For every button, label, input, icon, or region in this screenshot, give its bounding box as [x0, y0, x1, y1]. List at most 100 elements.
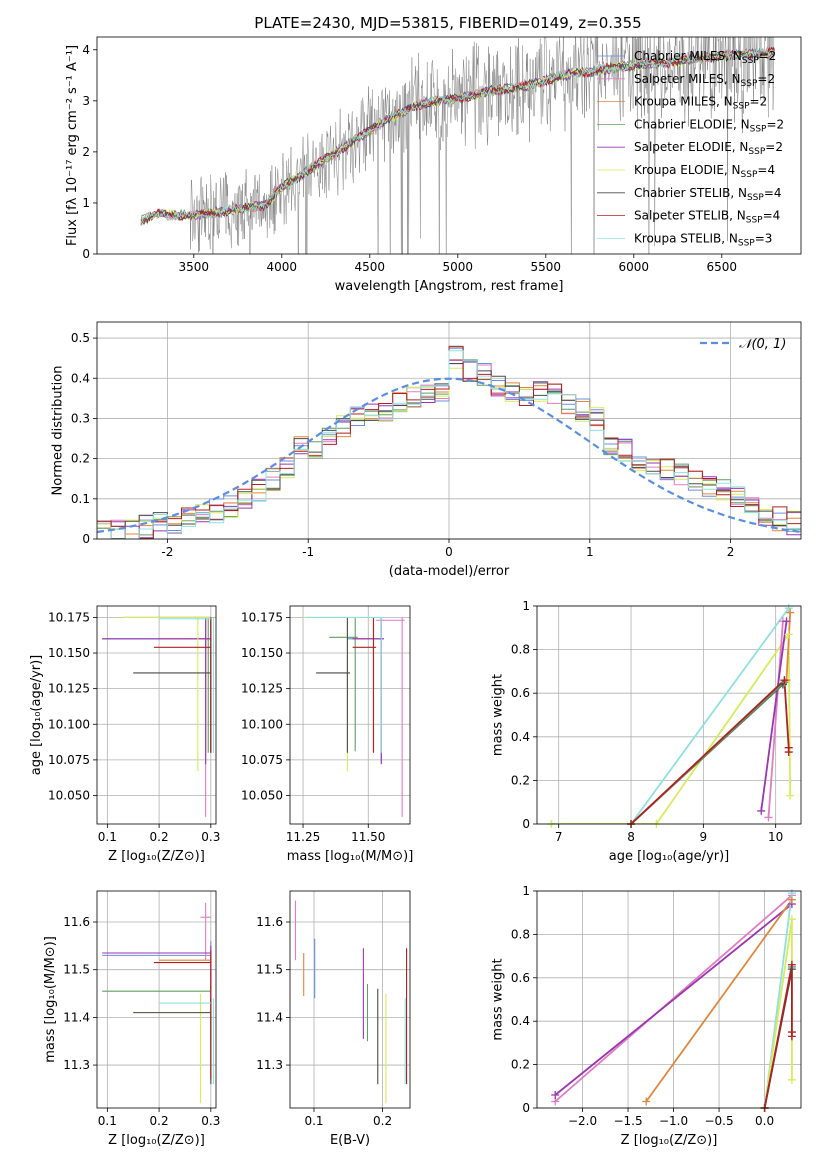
- weight-marker: [551, 1090, 560, 1099]
- y-tick-label: 0.2: [511, 773, 530, 787]
- mass-vs-ebv-panel: 0.1 0.2 11.3 11.4 11.5 11.6 E(B-V): [256, 890, 411, 1148]
- normal-curve: [97, 377, 801, 534]
- y-axis-label: mass weight: [490, 958, 505, 1040]
- legend-label: Kroupa ELODIE, NSSP=4: [634, 163, 775, 180]
- x-tick-label: −1.5: [613, 1114, 642, 1128]
- x-tick-label: 9: [700, 830, 708, 844]
- x-tick-label: 0.3: [201, 1114, 220, 1128]
- weight-marker: [782, 617, 791, 626]
- weight-line: [554, 903, 793, 1096]
- plot-area: [97, 345, 801, 539]
- legend-label: Salpeter STELIB, NSSP=4: [634, 209, 780, 226]
- plot-area: [102, 616, 214, 817]
- y-tick-label: 0.5: [71, 331, 90, 345]
- model-spectrum-kroupa-stelib: [140, 47, 775, 224]
- weight-marker: [784, 630, 793, 639]
- y-tick-label: 1: [522, 599, 530, 613]
- figure-title: PLATE=2430, MJD=53815, FIBERID=0149, z=0…: [254, 14, 641, 32]
- y-tick-label: 1: [82, 196, 90, 210]
- age-vs-metallicity-panel: 0.1 0.2 0.3 10.050 10.075 10.100 10.125 10.150 1…: [29, 605, 220, 864]
- y-tick-label: 11.6: [63, 915, 90, 929]
- legend-label: Chabrier STELIB, NSSP=4: [634, 186, 782, 203]
- weight-vs-metallicity-panel: −2.0 −1.5 −1.0 −0.5 0.0 0 0.2 0.4 0.6 0.8 1 Z [log₁…: [490, 884, 802, 1148]
- weight-marker: [757, 806, 766, 815]
- x-axis-label: mass [log₁₀(M/M⊙)]: [287, 849, 414, 864]
- y-tick-label: 10.050: [48, 789, 90, 803]
- weight-line: [551, 607, 790, 824]
- legend-label: Chabrier MILES, NSSP=2: [634, 49, 776, 66]
- y-tick-label: 0.8: [511, 643, 530, 657]
- weight-marker: [764, 813, 773, 822]
- weight-line: [760, 621, 788, 812]
- x-tick-label: 0.2: [150, 830, 169, 844]
- model-spectrum-salpeter-stelib: [140, 46, 775, 226]
- weight-line: [645, 899, 793, 1103]
- x-tick-label: 8: [627, 830, 635, 844]
- y-tick-label: 4: [82, 43, 90, 57]
- y-tick-label: 11.3: [256, 1058, 283, 1072]
- axes-frame: [96, 890, 217, 1109]
- legend-label: Chabrier ELODIE, NSSP=2: [634, 117, 784, 134]
- axes-frame: [96, 36, 802, 255]
- y-axis-label: mass weight: [490, 674, 505, 756]
- x-axis-label: (data-model)/error: [389, 564, 510, 579]
- x-tick-label: 0.2: [150, 1114, 169, 1128]
- plot-area: [140, 37, 775, 254]
- weight-marker: [786, 608, 795, 617]
- y-tick-label: 0.4: [511, 1014, 530, 1028]
- weight-line: [763, 964, 793, 1108]
- weight-marker: [642, 1097, 651, 1106]
- y-tick-label: 10.175: [241, 610, 283, 624]
- y-tick-label: 0: [522, 817, 530, 831]
- y-tick-label: 0.4: [511, 730, 530, 744]
- y-tick-label: 11.3: [63, 1058, 90, 1072]
- x-axis-label: wavelength [Angstrom, rest frame]: [335, 279, 564, 294]
- y-tick-label: 10.100: [241, 717, 283, 731]
- weight-line: [551, 631, 792, 824]
- y-tick-label: 0.8: [511, 927, 530, 941]
- plot-area: [303, 616, 405, 817]
- age-vs-mass-panel: 11.25 11.50 10.050 10.075 10.100 10.125 10.150…: [241, 605, 414, 864]
- x-tick-label: 0.1: [304, 1114, 323, 1128]
- weight-marker: [787, 1075, 796, 1084]
- x-tick-label: -1: [302, 545, 314, 559]
- y-tick-label: 10.050: [241, 789, 283, 803]
- y-axis-label: mass [log₁₀(M/M⊙)]: [43, 936, 58, 1063]
- x-tick-label: 2: [727, 545, 735, 559]
- weight-marker: [786, 791, 795, 800]
- x-tick-label: 11.25: [286, 830, 320, 844]
- x-tick-label: 7: [555, 830, 563, 844]
- weight-marker: [787, 1032, 796, 1041]
- x-tick-label: 3500: [179, 260, 210, 274]
- weight-marker: [784, 604, 793, 613]
- x-axis-label: E(B-V): [330, 1133, 370, 1148]
- y-tick-label: 11.5: [256, 963, 283, 977]
- y-tick-label: 11.4: [256, 1010, 283, 1024]
- y-tick-label: 2: [82, 145, 90, 159]
- x-axis-label: age [log₁₀(age/yr)]: [609, 849, 730, 864]
- y-tick-label: 10.075: [48, 753, 90, 767]
- y-tick-label: 10.150: [241, 646, 283, 660]
- y-tick-label: 11.5: [63, 963, 90, 977]
- axes-frame: [289, 605, 411, 825]
- x-tick-label: 0.1: [98, 830, 117, 844]
- data-spectrum: [140, 37, 775, 254]
- x-axis-label: Z [log₁₀(Z/Z⊙)]: [108, 1133, 205, 1148]
- axes-frame: [536, 890, 802, 1109]
- y-tick-label: 0.2: [511, 1058, 530, 1072]
- legend-label: 𝒩(0, 1): [739, 337, 786, 352]
- spectrum-panel: 3500 4000 4500 5000 5500 6000 6500 0 1 2 3 4 wavelen…: [65, 36, 802, 294]
- weight-marker: [787, 889, 796, 898]
- x-tick-label: 5500: [531, 260, 562, 274]
- y-tick-label: 11.6: [256, 915, 283, 929]
- x-tick-label: 4000: [267, 260, 298, 274]
- histogram-kroupa-stelib: [97, 350, 801, 539]
- weight-vs-age-panel: 7 8 9 10 0 0.2 0.4 0.6 0.8 1 age [log₁₀(age/yr)] ma…: [490, 599, 802, 864]
- x-tick-label: −0.5: [704, 1114, 733, 1128]
- axes-frame: [96, 321, 802, 540]
- x-tick-label: -2: [161, 545, 173, 559]
- x-tick-label: 5000: [443, 260, 474, 274]
- y-tick-label: 0: [82, 247, 90, 261]
- y-tick-label: 0: [82, 532, 90, 546]
